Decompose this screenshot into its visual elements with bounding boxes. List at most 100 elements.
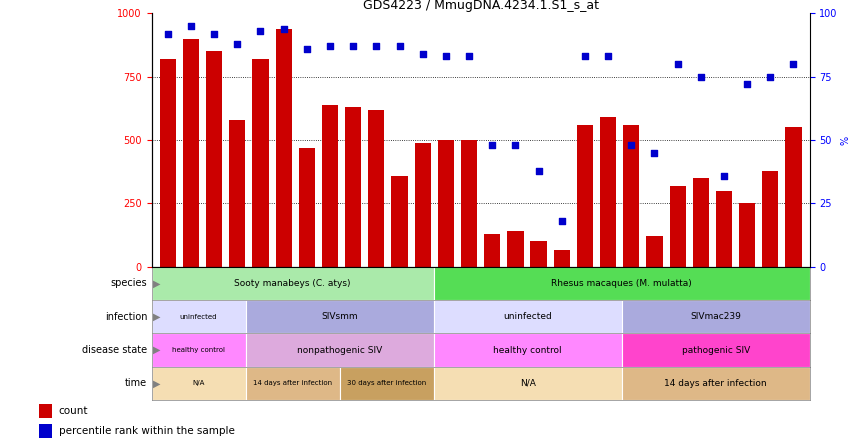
Bar xyxy=(622,300,810,333)
Bar xyxy=(152,267,434,300)
Bar xyxy=(275,28,292,267)
Bar xyxy=(600,117,617,267)
Text: count: count xyxy=(59,406,88,416)
Bar xyxy=(622,333,810,367)
Point xyxy=(439,53,453,60)
Text: uninfected: uninfected xyxy=(180,314,217,320)
Point xyxy=(416,50,430,57)
Y-axis label: %: % xyxy=(841,135,850,145)
Text: healthy control: healthy control xyxy=(172,347,225,353)
Bar xyxy=(339,367,434,400)
Point xyxy=(532,167,546,174)
Bar xyxy=(246,333,434,367)
Text: 30 days after infection: 30 days after infection xyxy=(347,381,426,386)
Point xyxy=(508,142,522,149)
Bar xyxy=(299,148,315,267)
Point xyxy=(624,142,638,149)
Bar xyxy=(484,234,501,267)
Text: ▶: ▶ xyxy=(153,312,161,322)
Text: ▶: ▶ xyxy=(153,345,161,355)
Point xyxy=(764,73,778,80)
Bar xyxy=(434,267,810,300)
Bar xyxy=(229,120,245,267)
Bar xyxy=(669,186,686,267)
Text: N/A: N/A xyxy=(520,379,535,388)
Bar xyxy=(624,125,639,267)
Point xyxy=(717,172,731,179)
Text: uninfected: uninfected xyxy=(503,312,552,321)
Point xyxy=(370,43,384,50)
Bar xyxy=(577,125,593,267)
Point xyxy=(601,53,615,60)
Text: infection: infection xyxy=(105,312,147,322)
Point xyxy=(578,53,591,60)
Bar xyxy=(553,250,570,267)
Bar xyxy=(206,52,223,267)
Text: healthy control: healthy control xyxy=(494,345,562,354)
Bar xyxy=(461,140,477,267)
Bar xyxy=(507,231,524,267)
Bar xyxy=(39,404,52,418)
Point xyxy=(485,142,499,149)
Bar xyxy=(622,367,810,400)
Bar xyxy=(531,242,546,267)
Bar xyxy=(391,175,408,267)
Text: ▶: ▶ xyxy=(153,278,161,289)
Text: 14 days after infection: 14 days after infection xyxy=(253,381,333,386)
Bar xyxy=(39,424,52,438)
Text: species: species xyxy=(111,278,147,289)
Bar xyxy=(152,367,246,400)
Bar xyxy=(345,107,361,267)
Point xyxy=(323,43,337,50)
Point xyxy=(207,30,221,37)
Bar xyxy=(739,203,755,267)
Point xyxy=(694,73,708,80)
Point xyxy=(740,81,754,88)
Text: Rhesus macaques (M. mulatta): Rhesus macaques (M. mulatta) xyxy=(552,279,692,288)
Point xyxy=(670,60,684,67)
Bar xyxy=(246,300,434,333)
Bar xyxy=(415,143,430,267)
Bar xyxy=(368,110,385,267)
Bar xyxy=(434,367,622,400)
Bar xyxy=(437,140,454,267)
Bar xyxy=(183,39,199,267)
Point xyxy=(254,28,268,35)
Bar xyxy=(322,105,338,267)
Text: nonpathogenic SIV: nonpathogenic SIV xyxy=(297,345,382,354)
Text: SIVmac239: SIVmac239 xyxy=(690,312,741,321)
Text: pathogenic SIV: pathogenic SIV xyxy=(682,345,750,354)
Text: N/A: N/A xyxy=(192,381,204,386)
Bar xyxy=(646,236,662,267)
Text: percentile rank within the sample: percentile rank within the sample xyxy=(59,426,235,436)
Text: 14 days after infection: 14 days after infection xyxy=(664,379,767,388)
Bar xyxy=(693,178,709,267)
Point xyxy=(786,60,800,67)
Point xyxy=(392,43,406,50)
Point xyxy=(161,30,175,37)
Bar xyxy=(246,367,339,400)
Bar xyxy=(762,170,779,267)
Bar xyxy=(434,333,622,367)
Point xyxy=(230,40,244,48)
Bar xyxy=(434,300,622,333)
Point xyxy=(277,25,291,32)
Bar xyxy=(159,59,176,267)
Bar xyxy=(716,191,732,267)
Bar xyxy=(252,59,268,267)
Text: disease state: disease state xyxy=(82,345,147,355)
Title: GDS4223 / MmugDNA.4234.1.S1_s_at: GDS4223 / MmugDNA.4234.1.S1_s_at xyxy=(363,0,598,12)
Bar xyxy=(152,300,246,333)
Text: time: time xyxy=(125,378,147,388)
Point xyxy=(346,43,360,50)
Point xyxy=(300,45,313,52)
Point xyxy=(462,53,476,60)
Point xyxy=(555,218,569,225)
Point xyxy=(648,149,662,156)
Bar xyxy=(152,333,246,367)
Bar xyxy=(785,127,802,267)
Text: ▶: ▶ xyxy=(153,378,161,388)
Point xyxy=(184,23,197,30)
Text: SIVsmm: SIVsmm xyxy=(321,312,358,321)
Text: Sooty manabeys (C. atys): Sooty manabeys (C. atys) xyxy=(235,279,351,288)
